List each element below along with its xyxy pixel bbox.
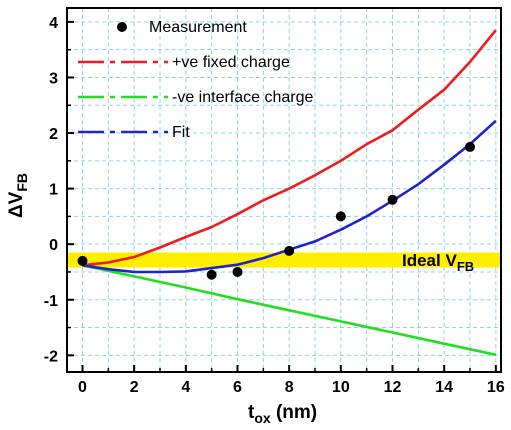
legend-label: Measurement <box>149 19 247 36</box>
ideal-vfb-band-rect <box>67 252 501 268</box>
x-tick-label: 12 <box>384 379 402 396</box>
x-tick-label: 0 <box>78 379 87 396</box>
measurement-point <box>232 266 243 277</box>
x-tick-label: 10 <box>332 379 350 396</box>
x-tick-label: 2 <box>130 379 139 396</box>
x-axis-title: tox (nm) <box>248 402 317 426</box>
measurement-point <box>77 255 88 266</box>
y-tick-label: 2 <box>49 126 58 143</box>
ideal-vfb-label: Ideal VFB <box>402 251 474 274</box>
x-tick-label: 4 <box>181 379 190 396</box>
x-tick-label: 14 <box>435 379 453 396</box>
ideal-vfb-band <box>67 252 501 268</box>
measurement-point <box>284 245 295 256</box>
legend-label: -ve interface charge <box>172 89 314 106</box>
x-tick-label: 16 <box>487 379 505 396</box>
x-tick-label: 6 <box>233 379 242 396</box>
measurement-point <box>335 211 346 222</box>
plot-frame <box>66 7 502 373</box>
y-tick-label: 3 <box>49 70 58 87</box>
x-tick-label: 8 <box>285 379 294 396</box>
y-tick-label: 1 <box>49 182 58 199</box>
measurement-points <box>77 141 475 280</box>
y-tick-label: 4 <box>49 15 58 32</box>
legend: Measurement +ve fixed charge -ve interface… <box>78 19 314 141</box>
measurement-point <box>206 269 217 280</box>
y-tick-label: -1 <box>44 293 58 310</box>
y-tick-label: -2 <box>44 348 58 365</box>
legend-marker-measurement <box>117 22 127 32</box>
legend-label: +ve fixed charge <box>172 54 290 71</box>
series-line--ve-interface-charge <box>82 264 497 357</box>
measurement-point <box>387 194 398 205</box>
measurement-point <box>465 141 475 152</box>
y-axis-title: ΔVFB <box>6 173 30 218</box>
series-line--ve-fixed-charge <box>82 29 497 267</box>
legend-label: Fit <box>172 124 190 141</box>
y-tick-label: 0 <box>49 237 58 254</box>
